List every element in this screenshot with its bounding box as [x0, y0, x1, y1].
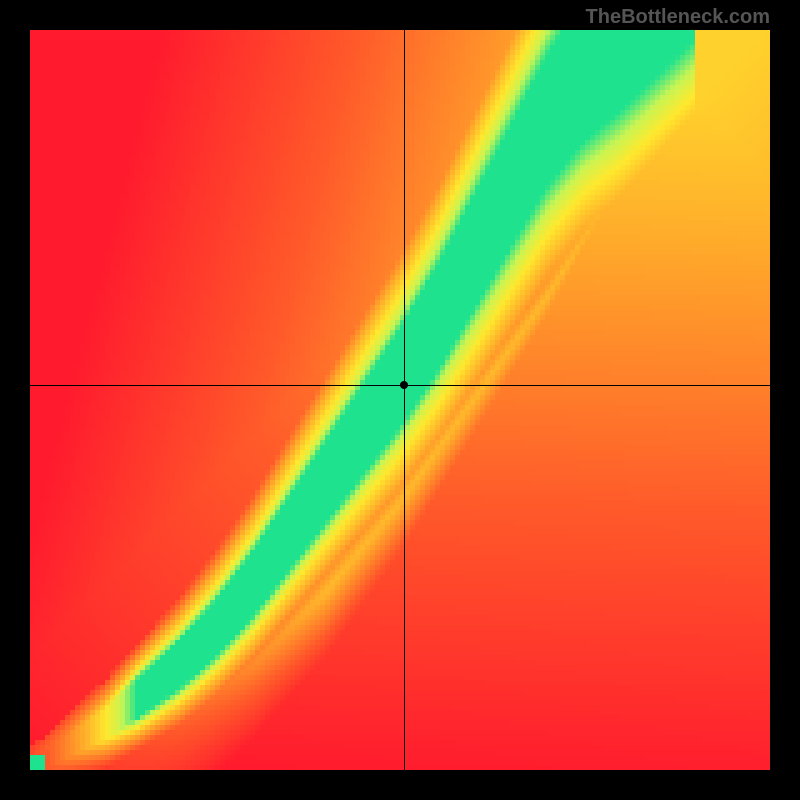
center-point [400, 381, 408, 389]
heatmap-plot [30, 30, 770, 770]
heatmap-canvas [30, 30, 770, 770]
crosshair-vertical [404, 30, 405, 770]
watermark: TheBottleneck.com [586, 6, 770, 29]
